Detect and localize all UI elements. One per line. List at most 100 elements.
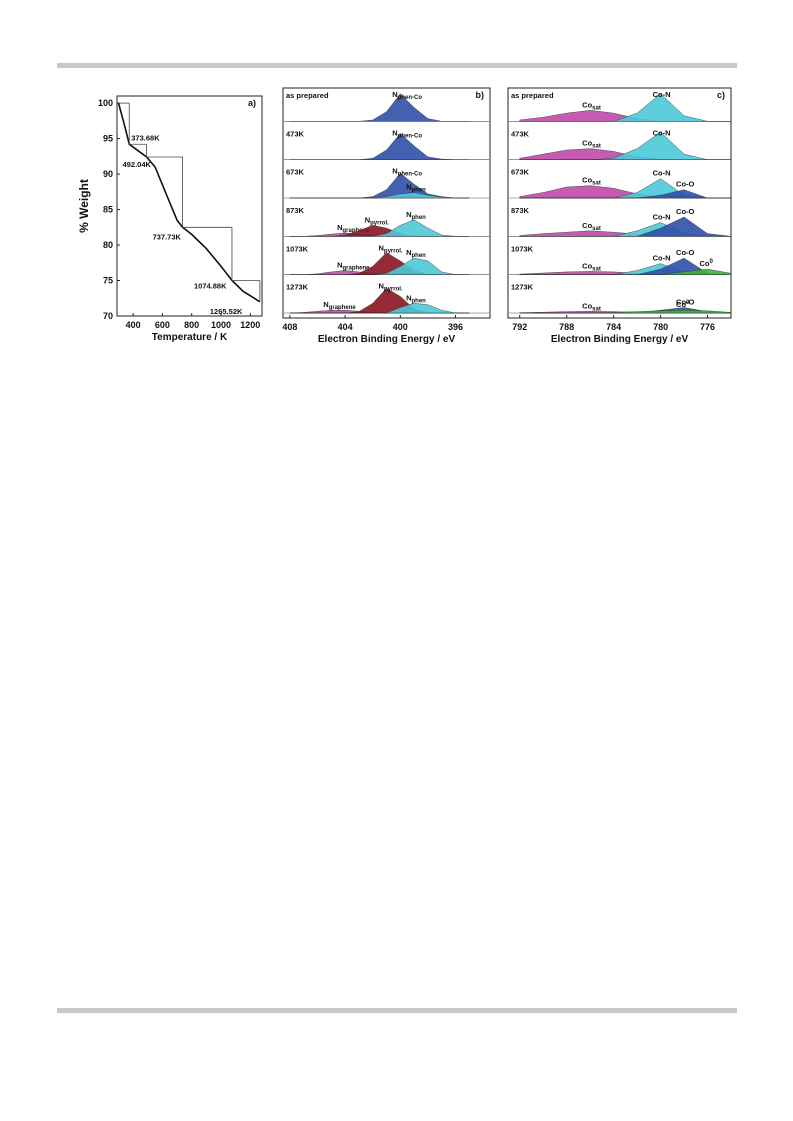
peak-label-main: Co-O <box>676 248 694 257</box>
x-tick-label: 784 <box>606 322 621 332</box>
row-label: 873K <box>286 206 305 215</box>
peak-label-main: N <box>323 300 328 309</box>
peak-label-sub: phen <box>412 298 427 304</box>
peak-label-main: Co-N <box>653 254 671 263</box>
peak-label-main: Co <box>582 176 592 185</box>
panel-label: b) <box>476 90 485 100</box>
plot-frame <box>116 95 263 317</box>
x-axis-title: Electron Binding Energy / eV <box>551 334 689 345</box>
peak-component <box>519 189 731 199</box>
row-label: 673K <box>286 168 305 177</box>
row-label: 873K <box>511 206 530 215</box>
row-label: 1273K <box>286 283 309 292</box>
row-label: 673K <box>511 168 530 177</box>
row-label: as prepared <box>511 91 554 100</box>
peak-label: Ngraphene <box>337 261 370 272</box>
weight-curve <box>117 102 261 303</box>
peak-label: Nphen-Co <box>392 128 422 139</box>
peak-label: Co-N <box>653 128 671 137</box>
peak-label: Ngraphene <box>337 223 370 234</box>
peak-label: Co-O <box>676 248 694 257</box>
peak-component <box>519 268 732 275</box>
peak-label-sub: phen-Co <box>398 172 423 178</box>
x-tick-label: 400 <box>126 320 141 330</box>
peak-label-main: Co-N <box>653 169 671 178</box>
peak-component <box>289 257 470 275</box>
peak-label-main: Co <box>676 300 686 309</box>
panel-label: c) <box>717 90 725 100</box>
x-tick-label: 1200 <box>240 320 260 330</box>
y-tick-label: 85 <box>103 205 113 215</box>
peak-label-sub: sat <box>592 105 601 111</box>
peak-label-main: Co-O <box>676 297 694 306</box>
peak-label-main: Co-N <box>653 90 671 99</box>
peak-label-main: N <box>406 210 411 219</box>
peak-label-sup: 0 <box>710 259 714 265</box>
peak-label-sub: phen-Co <box>398 95 423 101</box>
annotation: 373.68K <box>131 133 160 142</box>
peak-label-main: Co-N <box>653 213 671 222</box>
peak-label-sub: sat <box>592 144 601 150</box>
peak-label-main: N <box>337 223 342 232</box>
peak-component <box>289 252 470 275</box>
peak-label-sub: graphene <box>343 228 371 234</box>
peak-component <box>519 131 732 160</box>
peak-label: Cosat <box>582 301 601 312</box>
peak-label: Co-O <box>676 297 694 306</box>
peak-label: Co-N <box>653 90 671 99</box>
x-tick-label: 396 <box>448 322 463 332</box>
peak-component <box>289 303 470 314</box>
peak-label-sub: sat <box>592 226 601 232</box>
peak-component <box>289 287 470 314</box>
peak-label-main: N <box>406 248 411 257</box>
x-tick-label: 792 <box>512 322 527 332</box>
peak-label-main: Co <box>582 301 592 310</box>
x-tick-label: 776 <box>700 322 715 332</box>
y-tick-label: 95 <box>103 134 113 144</box>
peak-label: Cosat <box>582 100 601 111</box>
x-tick-label: 788 <box>559 322 574 332</box>
peak-label: Cosat <box>582 221 601 232</box>
peak-component <box>289 133 470 160</box>
peak-component <box>289 219 470 237</box>
y-tick-label: 90 <box>103 169 113 179</box>
peak-label-main: Co <box>582 221 592 230</box>
peak-component <box>289 225 470 237</box>
x-axis-title: Electron Binding Energy / eV <box>318 334 456 345</box>
row-label: 1273K <box>511 283 534 292</box>
peak-label-sub: sat <box>592 266 601 272</box>
peak-component <box>519 216 732 237</box>
peak-label-main: N <box>392 167 397 176</box>
x-tick-label: 400 <box>393 322 408 332</box>
row-label: 1073K <box>511 244 534 253</box>
x-tick-label: 600 <box>155 320 170 330</box>
y-tick-label: 70 <box>103 311 113 321</box>
peak-label: Cosat <box>582 261 601 272</box>
peak-label-sub: phen <box>412 253 427 259</box>
annotation: 1074.88K <box>194 282 227 291</box>
footer-rule <box>57 1008 737 1013</box>
peak-label-sub: phen <box>412 215 427 221</box>
peak-component <box>289 192 470 199</box>
peak-label-main: Co <box>582 100 592 109</box>
peak-component <box>519 93 732 122</box>
peak-label-main: N <box>365 215 370 224</box>
peak-label: Co-N <box>653 213 671 222</box>
peak-label-main: Co-O <box>676 180 694 189</box>
peak-label: Co-O <box>676 180 694 189</box>
peak-label-sub: phen <box>412 187 427 193</box>
peak-label-sub: sat <box>592 181 601 187</box>
peak-label: Co0 <box>676 300 690 309</box>
panel-label: a) <box>248 98 256 108</box>
peak-label-sub: graphene <box>329 305 357 311</box>
peak-label-main: N <box>392 128 397 137</box>
peak-label: Nphen-Co <box>392 90 422 101</box>
peak-label-sub: phen-Co <box>398 133 423 139</box>
peak-label-sub: pyrrol. <box>384 287 403 293</box>
peak-label-sub: sat <box>592 306 601 312</box>
peak-label-main: N <box>406 293 411 302</box>
peak-label-sup: 0 <box>686 300 690 306</box>
plot-frame <box>282 87 491 319</box>
peak-label: Npyrrol. <box>379 243 403 254</box>
